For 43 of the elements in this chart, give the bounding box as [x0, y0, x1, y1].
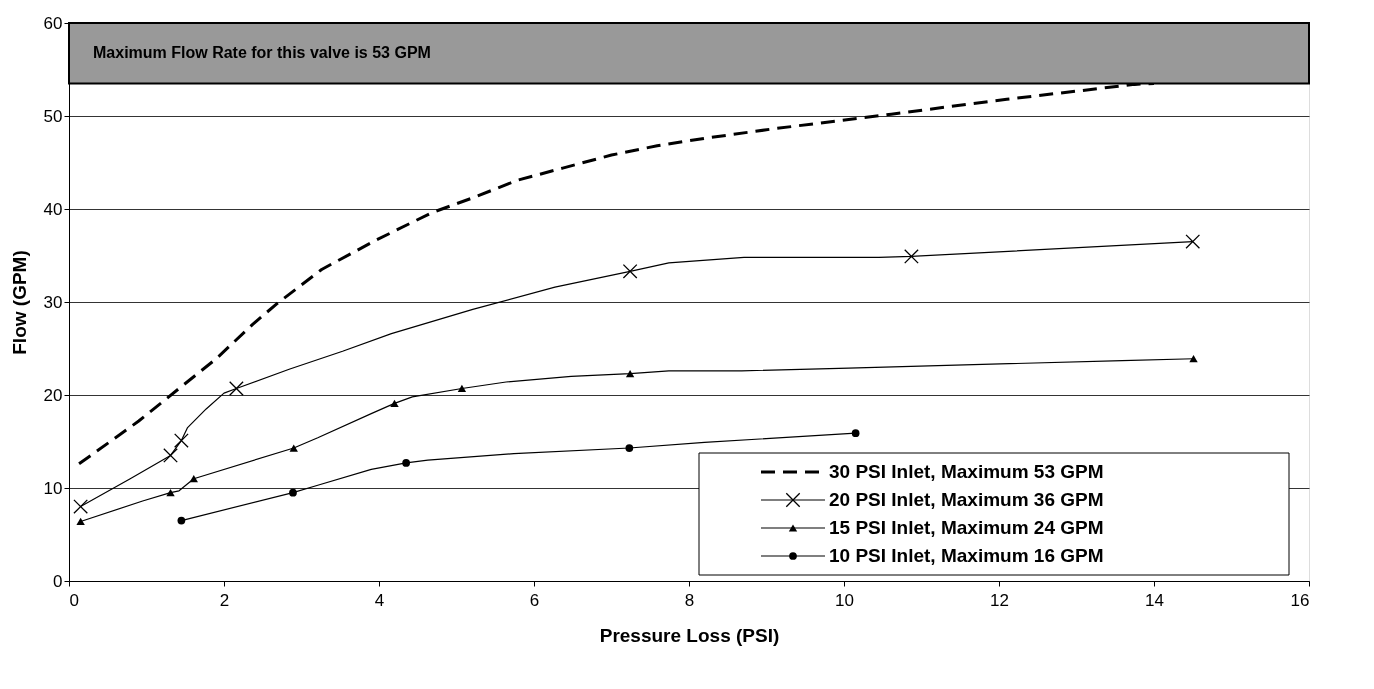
y-tick-label: 0 — [53, 571, 63, 591]
y-tick-label: 30 — [43, 292, 63, 312]
point — [402, 459, 410, 467]
point — [76, 517, 85, 526]
y-tick-label: 10 — [43, 478, 63, 498]
y-axis-title: Flow (GPM) — [8, 250, 30, 355]
point — [189, 475, 198, 483]
x-tick-label: 16 — [1290, 590, 1310, 610]
legend-label: 30 PSI Inlet, Maximum 53 GPM — [829, 461, 1104, 482]
point — [289, 444, 298, 452]
legend-label: 20 PSI Inlet, Maximum 36 GPM — [829, 489, 1104, 510]
point — [1189, 355, 1198, 363]
legend-label: 15 PSI Inlet, Maximum 24 GPM — [829, 517, 1104, 538]
y-tick-label: 20 — [43, 385, 63, 405]
x-tick-label: 6 — [529, 590, 540, 610]
point — [622, 263, 638, 279]
point — [390, 399, 399, 407]
y-tick-label: 40 — [43, 199, 63, 219]
point — [625, 444, 634, 452]
point — [229, 381, 244, 396]
x-axis-title: Pressure Loss (PSI) — [599, 624, 780, 646]
point — [177, 516, 186, 525]
point — [166, 489, 175, 497]
point — [851, 429, 860, 437]
x-tick-label: 4 — [374, 590, 385, 610]
point — [904, 249, 919, 264]
point — [163, 448, 178, 463]
x-tick-label: 10 — [835, 590, 854, 610]
x-tick-label: 12 — [990, 590, 1009, 610]
x-tick-label: 14 — [1145, 590, 1164, 610]
point — [174, 433, 189, 448]
point — [73, 499, 88, 514]
point — [457, 384, 467, 393]
x-tick-label: 8 — [684, 590, 695, 610]
band-label: Maximum Flow Rate for this valve is 53 GPM — [93, 44, 431, 62]
point — [1185, 234, 1201, 249]
point — [625, 369, 635, 378]
x-tick-label: 2 — [219, 590, 230, 610]
x-tick-label: 0 — [69, 590, 79, 610]
y-tick-label: 50 — [43, 106, 63, 126]
point — [289, 488, 297, 497]
legend-label: 10 PSI Inlet, Maximum 16 GPM — [829, 545, 1104, 566]
y-tick-label: 60 — [43, 13, 63, 33]
